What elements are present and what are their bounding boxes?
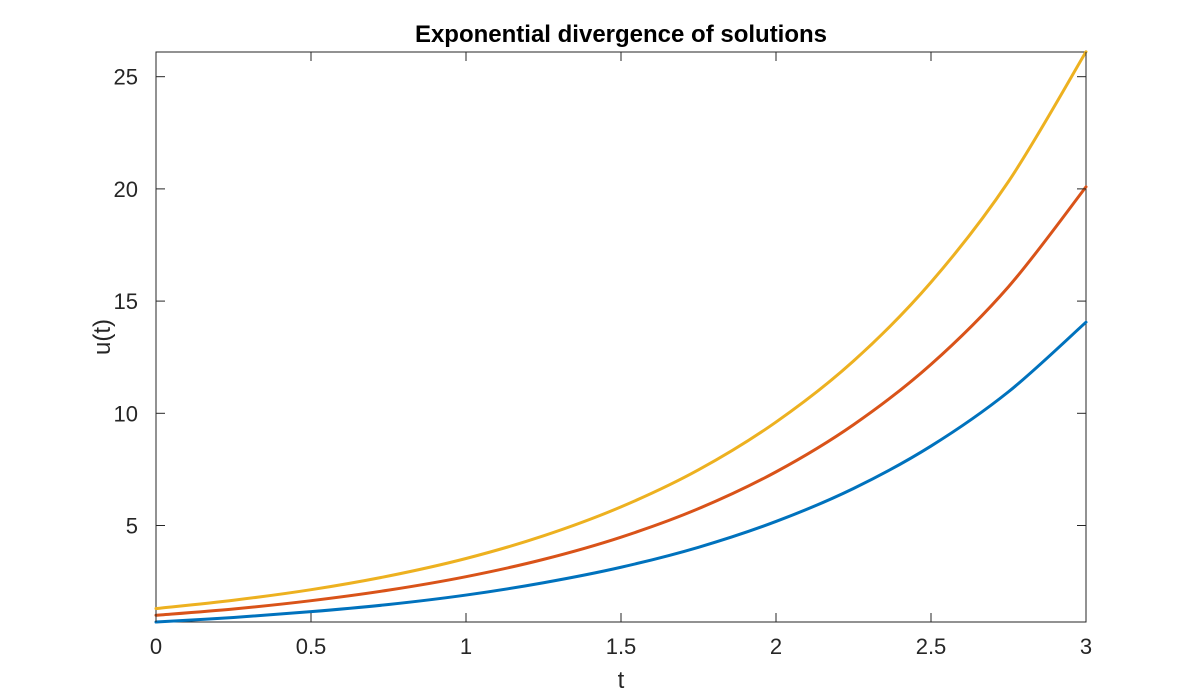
x-tick-label: 1.5 <box>606 634 637 659</box>
y-tick-label: 15 <box>114 289 138 314</box>
series-line-1 <box>154 320 1088 624</box>
series-line-2 <box>154 185 1088 617</box>
x-tick-label: 0 <box>150 634 162 659</box>
y-axis-label: u(t) <box>89 319 116 355</box>
chart-title: Exponential divergence of solutions <box>415 21 827 48</box>
x-tick-label: 2.5 <box>916 634 947 659</box>
series-line-3 <box>154 50 1088 611</box>
x-tick-label: 1 <box>460 634 472 659</box>
y-tick-label: 10 <box>114 401 138 426</box>
x-axis-label: t <box>618 667 625 694</box>
x-tick-label: 3 <box>1080 634 1092 659</box>
x-tick-label: 2 <box>770 634 782 659</box>
y-tick-label: 25 <box>114 65 138 90</box>
series-layer <box>154 50 1088 624</box>
ticks-layer: 0 0.5 1 1.5 2 2.5 3 5 10 15 20 25 <box>114 52 1092 659</box>
plot-area <box>155 51 1087 623</box>
x-tick-label: 0.5 <box>296 634 327 659</box>
y-tick-label: 5 <box>126 514 138 539</box>
y-tick-label: 20 <box>114 177 138 202</box>
